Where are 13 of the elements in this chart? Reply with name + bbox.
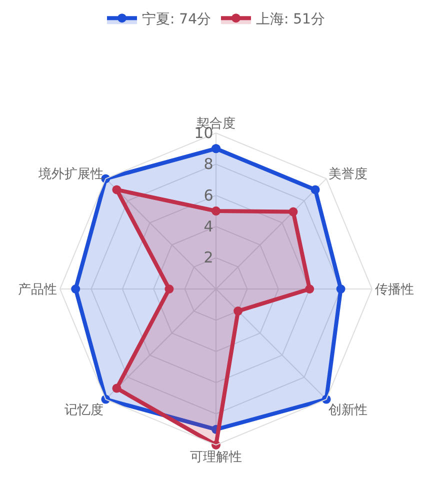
- legend-label: 上海: 51分: [256, 12, 325, 28]
- spoke-label: 记忆度: [64, 402, 104, 418]
- y-tick-label: 2: [204, 248, 214, 267]
- legend-label: 宁夏: 74分: [142, 12, 211, 28]
- y-tick-label: 8: [204, 155, 214, 174]
- spoke-label: 产品性: [18, 282, 57, 298]
- spoke-label: 美誉度: [328, 166, 368, 182]
- y-tick-label: 6: [204, 186, 214, 204]
- spoke-label: 可理解性: [190, 450, 242, 466]
- spoke-label: 创新性: [328, 402, 368, 418]
- spoke-label: 境外扩展性: [38, 166, 104, 182]
- y-tick-label: 4: [204, 217, 214, 236]
- spoke-label: 传播性: [375, 282, 414, 298]
